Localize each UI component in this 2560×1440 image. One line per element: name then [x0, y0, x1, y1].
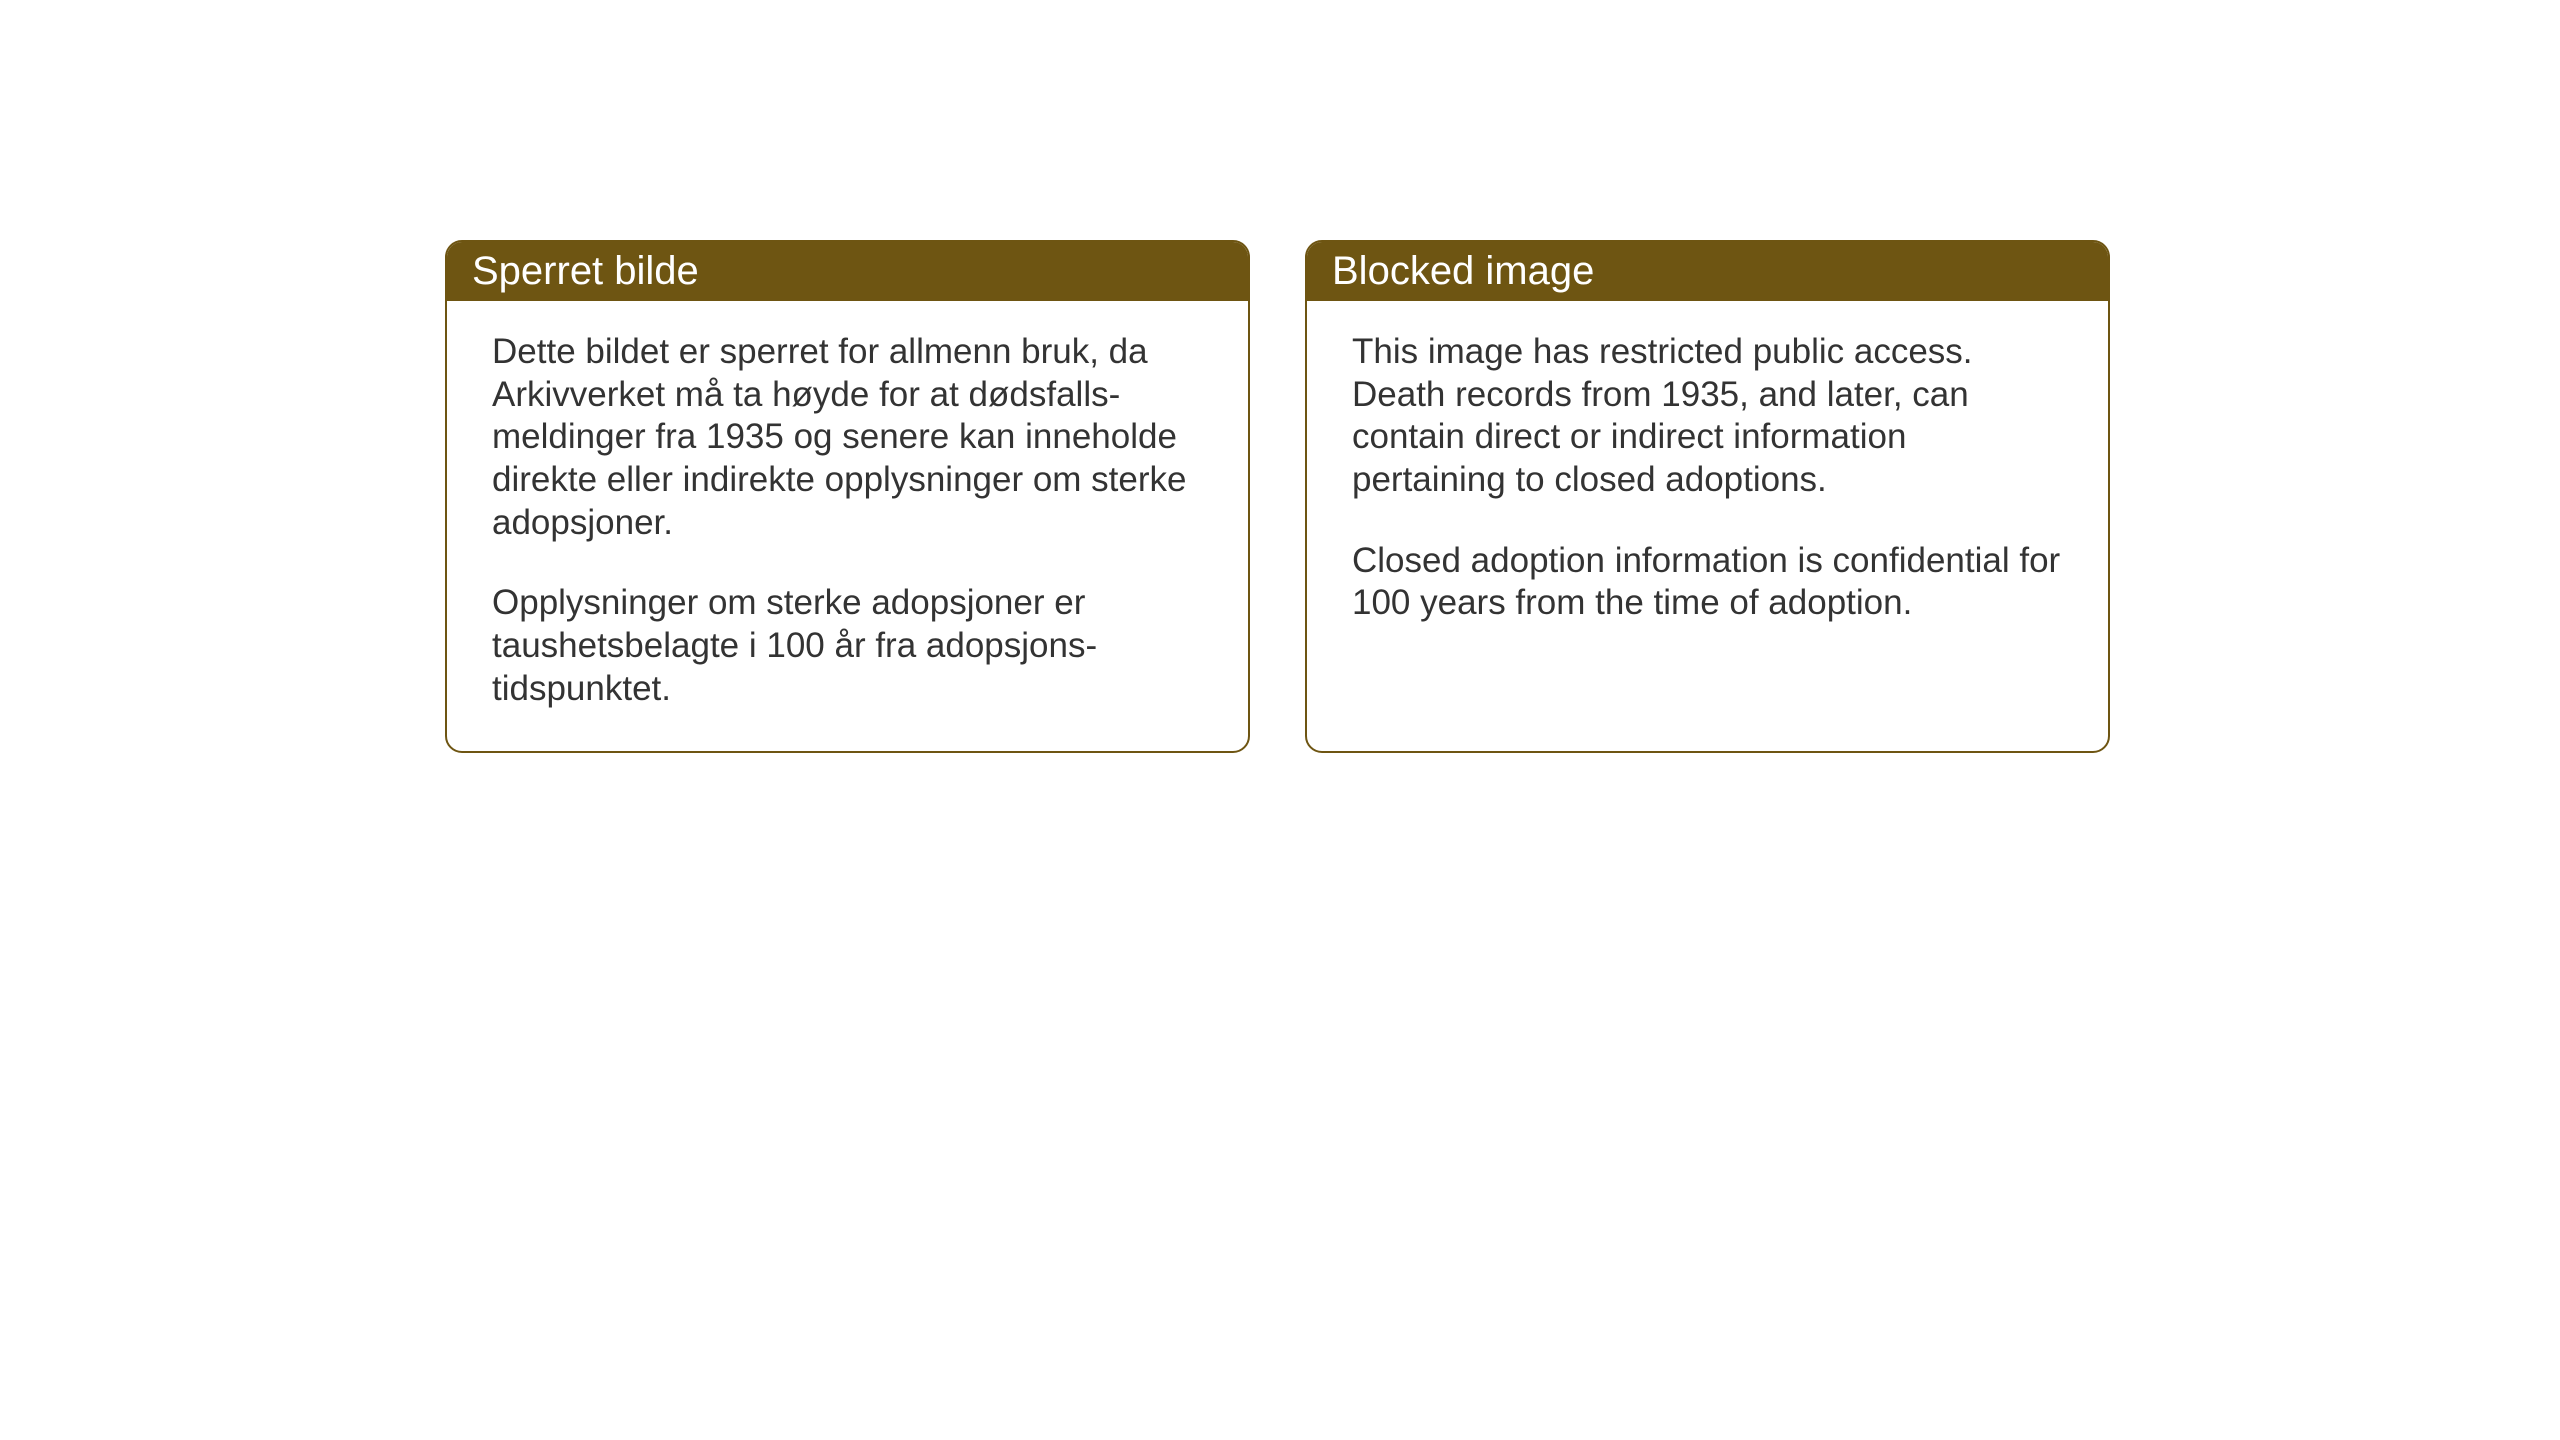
paragraph-english-1: This image has restricted public access.… [1352, 331, 2063, 502]
paragraph-norwegian-1: Dette bildet er sperret for allmenn bruk… [492, 331, 1203, 544]
paragraph-english-2: Closed adoption information is confident… [1352, 540, 2063, 625]
paragraph-norwegian-2: Opplysninger om sterke adopsjoner er tau… [492, 582, 1203, 710]
card-body-norwegian: Dette bildet er sperret for allmenn bruk… [447, 301, 1248, 751]
card-body-english: This image has restricted public access.… [1307, 301, 2108, 740]
card-norwegian: Sperret bilde Dette bildet er sperret fo… [445, 240, 1250, 753]
cards-container: Sperret bilde Dette bildet er sperret fo… [445, 240, 2110, 753]
card-header-english: Blocked image [1307, 242, 2108, 301]
card-header-norwegian: Sperret bilde [447, 242, 1248, 301]
card-english: Blocked image This image has restricted … [1305, 240, 2110, 753]
